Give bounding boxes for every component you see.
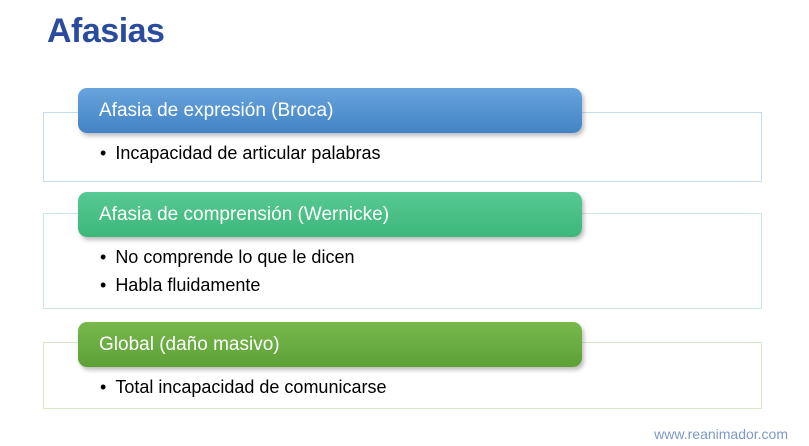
section-header-bar: Global (daño masivo)	[78, 322, 582, 367]
bullet-item: Habla fluidamente	[100, 271, 354, 299]
bullet-list: Incapacidad de articular palabras	[100, 139, 380, 167]
bullet-item: Incapacidad de articular palabras	[100, 139, 380, 167]
section-wernicke: Afasia de comprensión (Wernicke) No comp…	[0, 192, 809, 322]
section-header-bar: Afasia de comprensión (Wernicke)	[78, 192, 582, 237]
bullet-list: Total incapacidad de comunicarse	[100, 373, 386, 401]
section-global: Global (daño masivo) Total incapacidad d…	[0, 322, 809, 446]
section-broca: Afasia de expresión (Broca) Incapacidad …	[0, 88, 809, 218]
watermark-url: www.reanimador.com	[654, 426, 788, 442]
section-header-label: Global (daño masivo)	[99, 333, 280, 355]
bullet-list: No comprende lo que le dicen Habla fluid…	[100, 243, 354, 299]
page-title: Afasias	[47, 12, 165, 50]
section-header-label: Afasia de comprensión (Wernicke)	[99, 203, 390, 225]
bullet-item: Total incapacidad de comunicarse	[100, 373, 386, 401]
bullet-item: No comprende lo que le dicen	[100, 243, 354, 271]
section-header-label: Afasia de expresión (Broca)	[99, 99, 334, 121]
section-header-bar: Afasia de expresión (Broca)	[78, 88, 582, 133]
